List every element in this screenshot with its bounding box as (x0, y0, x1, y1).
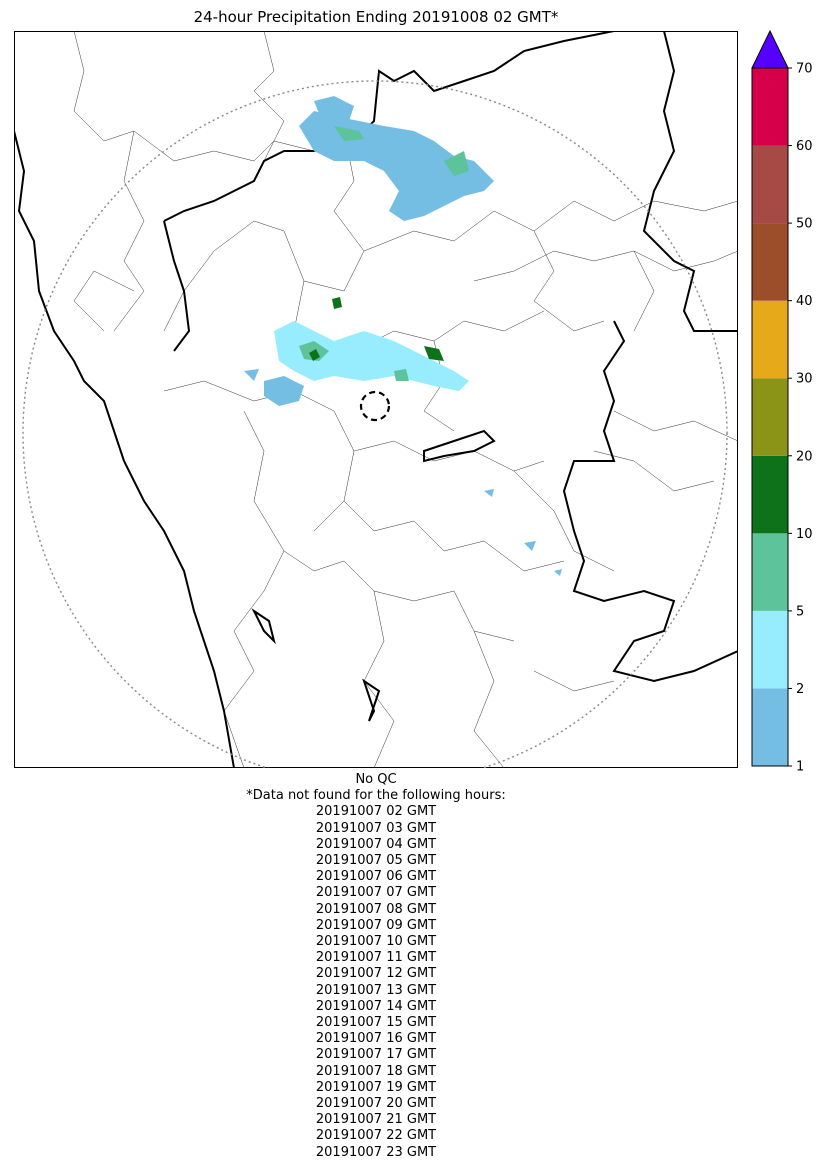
colorbar-bin (752, 378, 788, 456)
colorbar-tick-label: 1 (796, 760, 804, 774)
colorbar-tick-label: 10 (796, 527, 813, 542)
colorbar-bin (752, 300, 788, 379)
missing-hour-item: 20191007 09 GMT (315, 917, 437, 933)
missing-hours-list: 20191007 02 GMT 20191007 03 GMT 20191007 0… (14, 804, 738, 1160)
colorbar-tick-label: 40 (796, 294, 813, 309)
range-ring (22, 80, 728, 768)
colorbar-bin (752, 223, 788, 301)
missing-hour-item: 20191007 05 GMT (315, 853, 437, 869)
colorbar-bin (752, 533, 788, 611)
missing-hour-item: 20191007 16 GMT (315, 1031, 437, 1047)
missing-hour-item: 20191007 14 GMT (315, 998, 437, 1014)
footer: No QC *Data not found for the following … (14, 772, 738, 1161)
colorbar-extend-arrow (751, 29, 789, 69)
radar-site-marker (359, 390, 391, 422)
missing-hour-item: 20191007 19 GMT (315, 1079, 437, 1095)
colorbar-bin (752, 688, 788, 766)
precipitation-area-central (244, 297, 562, 576)
precipitation-map (14, 31, 738, 768)
precipitation-area-north (299, 96, 494, 221)
missing-data-note: *Data not found for the following hours: (246, 788, 506, 804)
missing-hour-item: 20191007 21 GMT (315, 1112, 437, 1128)
colorbar-tick-label: 50 (796, 217, 813, 232)
colorbar: 1 2 5 10 20 30 40 50 60 70 (751, 29, 813, 774)
missing-hour-item: 20191007 23 GMT (315, 1144, 437, 1160)
missing-hour-item: 20191007 02 GMT (315, 804, 437, 820)
missing-hour-item: 20191007 15 GMT (315, 1015, 437, 1031)
missing-hour-item: 20191007 08 GMT (315, 901, 437, 917)
missing-hour-item: 20191007 10 GMT (315, 934, 437, 950)
missing-hour-item: 20191007 22 GMT (315, 1128, 437, 1144)
missing-hour-item: 20191007 07 GMT (315, 885, 437, 901)
missing-hour-item: 20191007 20 GMT (315, 1096, 437, 1112)
colorbar-tick-label: 30 (796, 372, 813, 387)
qc-status: No QC (355, 772, 397, 787)
colorbar-outline (751, 67, 789, 767)
colorbar-bin (752, 145, 788, 224)
missing-hour-item: 20191007 04 GMT (315, 836, 437, 852)
missing-hour-item: 20191007 13 GMT (315, 982, 437, 998)
colorbar-tick-label: 70 (796, 62, 813, 77)
map-title: 24-hour Precipitation Ending 20191008 02… (193, 8, 559, 26)
missing-hour-item: 20191007 03 GMT (315, 820, 437, 836)
missing-hour-item: 20191007 18 GMT (315, 1063, 437, 1079)
colorbar-bin (752, 455, 788, 534)
colorbar-tick-label: 60 (796, 139, 813, 154)
state-boundaries (14, 31, 738, 768)
colorbar-bin (752, 610, 788, 689)
colorbar-tick-label: 20 (796, 449, 813, 464)
colorbar-tick-label: 5 (796, 604, 804, 619)
missing-hour-item: 20191007 11 GMT (315, 950, 437, 966)
missing-hour-item: 20191007 17 GMT (315, 1047, 437, 1063)
colorbar-tick-label: 2 (796, 682, 804, 697)
missing-hour-item: 20191007 06 GMT (315, 869, 437, 885)
colorbar-bin (752, 68, 788, 146)
missing-hour-item: 20191007 12 GMT (315, 966, 437, 982)
